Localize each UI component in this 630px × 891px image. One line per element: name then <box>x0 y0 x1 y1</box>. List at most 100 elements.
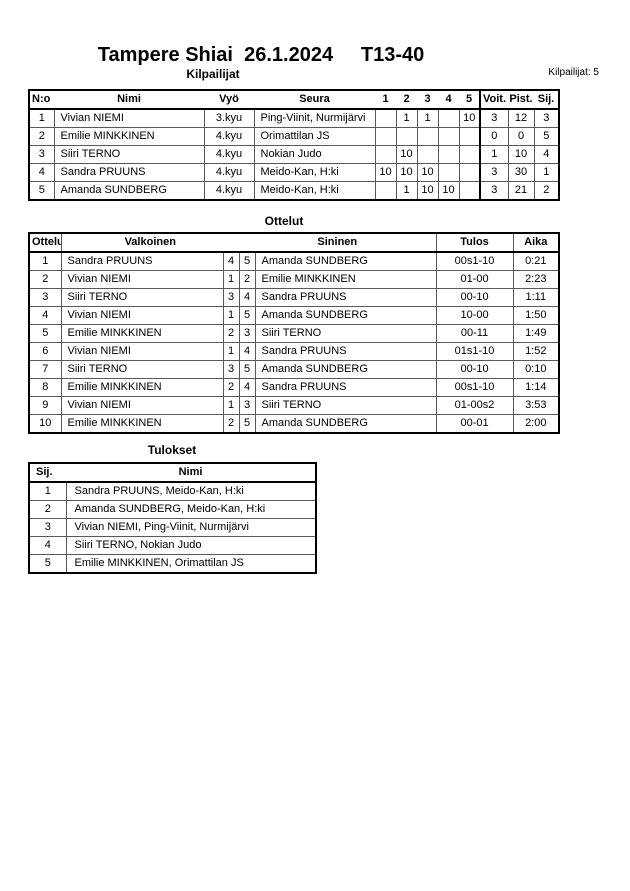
competitor-name: Emilie MINKKINEN <box>53 127 205 146</box>
match-time: 1:49 <box>512 324 560 343</box>
match-white-name: Siiri TERNO <box>60 288 224 307</box>
results-header-row: Sij. Nimi <box>29 463 316 483</box>
match-white-number: 2 <box>222 414 240 434</box>
score-vs-1: 10 <box>374 163 397 182</box>
match-time: 0:21 <box>512 251 560 271</box>
competitor-belt: 3.kyu <box>203 108 255 128</box>
col-header-points: Pist. <box>508 90 534 110</box>
section-title-matches: Ottelut <box>264 214 304 228</box>
col-header-wins: Voit. <box>479 90 508 110</box>
match-blue-name: Siiri TERNO <box>254 324 437 343</box>
col-header-time: Aika <box>513 233 560 253</box>
result-place: 5 <box>28 554 67 574</box>
competitor-wins: 3 <box>479 108 509 128</box>
match-time: 1:14 <box>512 378 560 397</box>
competitor-belt: 4.kyu <box>203 163 255 182</box>
col-header-blue: Sininen <box>239 233 437 253</box>
competitors-count-label: Kilpailijat: 5 <box>548 67 599 78</box>
page-title: Tampere Shiai 26.1.2024 T13-40 <box>97 44 425 66</box>
matches-header-row: Ottelu Valkoinen Sininen Tulos Aika <box>29 233 560 253</box>
match-white-name: Vivian NIEMI <box>60 306 224 325</box>
score-vs-5 <box>458 181 481 201</box>
match-row: 8 Emilie MINKKINEN 2 4 Sandra PRUUNS 00s… <box>28 378 560 397</box>
match-number: 10 <box>28 414 62 434</box>
competitor-club: Nokian Judo <box>253 145 376 164</box>
match-number: 4 <box>28 306 62 325</box>
competitor-row: 2 Emilie MINKKINEN 4.kyu Orimattilan JS … <box>28 127 560 146</box>
match-white-name: Vivian NIEMI <box>60 396 224 415</box>
match-row: 4 Vivian NIEMI 1 5 Amanda SUNDBERG 10-00… <box>28 306 560 325</box>
result-name: Sandra PRUUNS, Meido-Kan, H:ki <box>65 481 317 501</box>
competitor-place: 2 <box>533 181 560 201</box>
match-number: 5 <box>28 324 62 343</box>
result-place: 4 <box>28 536 67 555</box>
match-number: 6 <box>28 342 62 361</box>
match-result: 00s1-10 <box>435 378 514 397</box>
col-header-round-3: 3 <box>417 90 438 110</box>
match-blue-number: 2 <box>238 270 256 289</box>
col-header-match-number: Ottelu <box>29 233 62 253</box>
score-vs-5 <box>458 163 481 182</box>
competitor-club: Meido-Kan, H:ki <box>253 163 376 182</box>
match-row: 9 Vivian NIEMI 1 3 Siiri TERNO 01-00s2 3… <box>28 396 560 415</box>
competitor-wins: 1 <box>479 145 509 164</box>
score-vs-3 <box>416 145 439 164</box>
match-result: 01-00 <box>435 270 514 289</box>
match-number: 2 <box>28 270 62 289</box>
col-header-round-2: 2 <box>396 90 417 110</box>
match-blue-name: Sandra PRUUNS <box>254 288 437 307</box>
result-name: Emilie MINKKINEN, Orimattilan JS <box>65 554 317 574</box>
matches-table: Ottelu Valkoinen Sininen Tulos Aika 1 Sa… <box>28 232 561 434</box>
match-result: 10-00 <box>435 306 514 325</box>
match-result: 00-11 <box>435 324 514 343</box>
competitor-points: 21 <box>507 181 535 201</box>
match-white-name: Emilie MINKKINEN <box>60 378 224 397</box>
score-vs-5: 10 <box>458 108 481 128</box>
match-result: 00-01 <box>435 414 514 434</box>
score-vs-5 <box>458 127 481 146</box>
competitor-name: Amanda SUNDBERG <box>53 181 205 201</box>
match-white-name: Emilie MINKKINEN <box>60 414 224 434</box>
competitor-number: 1 <box>28 108 55 128</box>
competitor-points: 10 <box>507 145 535 164</box>
match-blue-name: Sandra PRUUNS <box>254 378 437 397</box>
score-vs-4 <box>437 108 460 128</box>
col-header-round-1: 1 <box>375 90 396 110</box>
col-header-result-name: Nimi <box>66 463 316 483</box>
score-vs-2: 1 <box>395 181 418 201</box>
match-time: 1:11 <box>512 288 560 307</box>
match-white-number: 1 <box>222 396 240 415</box>
score-vs-5 <box>458 145 481 164</box>
match-result: 01s1-10 <box>435 342 514 361</box>
match-white-number: 1 <box>222 306 240 325</box>
col-header-place: Sij. <box>534 90 559 110</box>
match-white-number: 4 <box>222 251 240 271</box>
match-row: 6 Vivian NIEMI 1 4 Sandra PRUUNS 01s1-10… <box>28 342 560 361</box>
match-time: 3:53 <box>512 396 560 415</box>
match-result: 00-10 <box>435 360 514 379</box>
match-result: 00s1-10 <box>435 251 514 271</box>
match-row: 3 Siiri TERNO 3 4 Sandra PRUUNS 00-10 1:… <box>28 288 560 307</box>
match-row: 10 Emilie MINKKINEN 2 5 Amanda SUNDBERG … <box>28 414 560 434</box>
competitor-number: 4 <box>28 163 55 182</box>
score-vs-3 <box>416 127 439 146</box>
col-header-white: Valkoinen <box>61 233 240 253</box>
score-vs-1 <box>374 145 397 164</box>
match-blue-number: 4 <box>238 342 256 361</box>
result-row: 5 Emilie MINKKINEN, Orimattilan JS <box>28 554 317 574</box>
competitors-header-row: N:o Nimi Vyö Seura 1 2 3 4 5 Voit. Pist.… <box>29 90 559 110</box>
match-blue-number: 3 <box>238 324 256 343</box>
competitor-number: 3 <box>28 145 55 164</box>
competitor-points: 12 <box>507 108 535 128</box>
match-blue-number: 5 <box>238 306 256 325</box>
score-vs-4 <box>437 145 460 164</box>
match-white-number: 1 <box>222 342 240 361</box>
match-blue-name: Amanda SUNDBERG <box>254 414 437 434</box>
competitor-place: 3 <box>533 108 560 128</box>
col-header-club: Seura <box>254 90 375 110</box>
match-white-name: Vivian NIEMI <box>60 342 224 361</box>
match-number: 9 <box>28 396 62 415</box>
match-white-name: Siiri TERNO <box>60 360 224 379</box>
col-header-belt: Vyö <box>204 90 254 110</box>
